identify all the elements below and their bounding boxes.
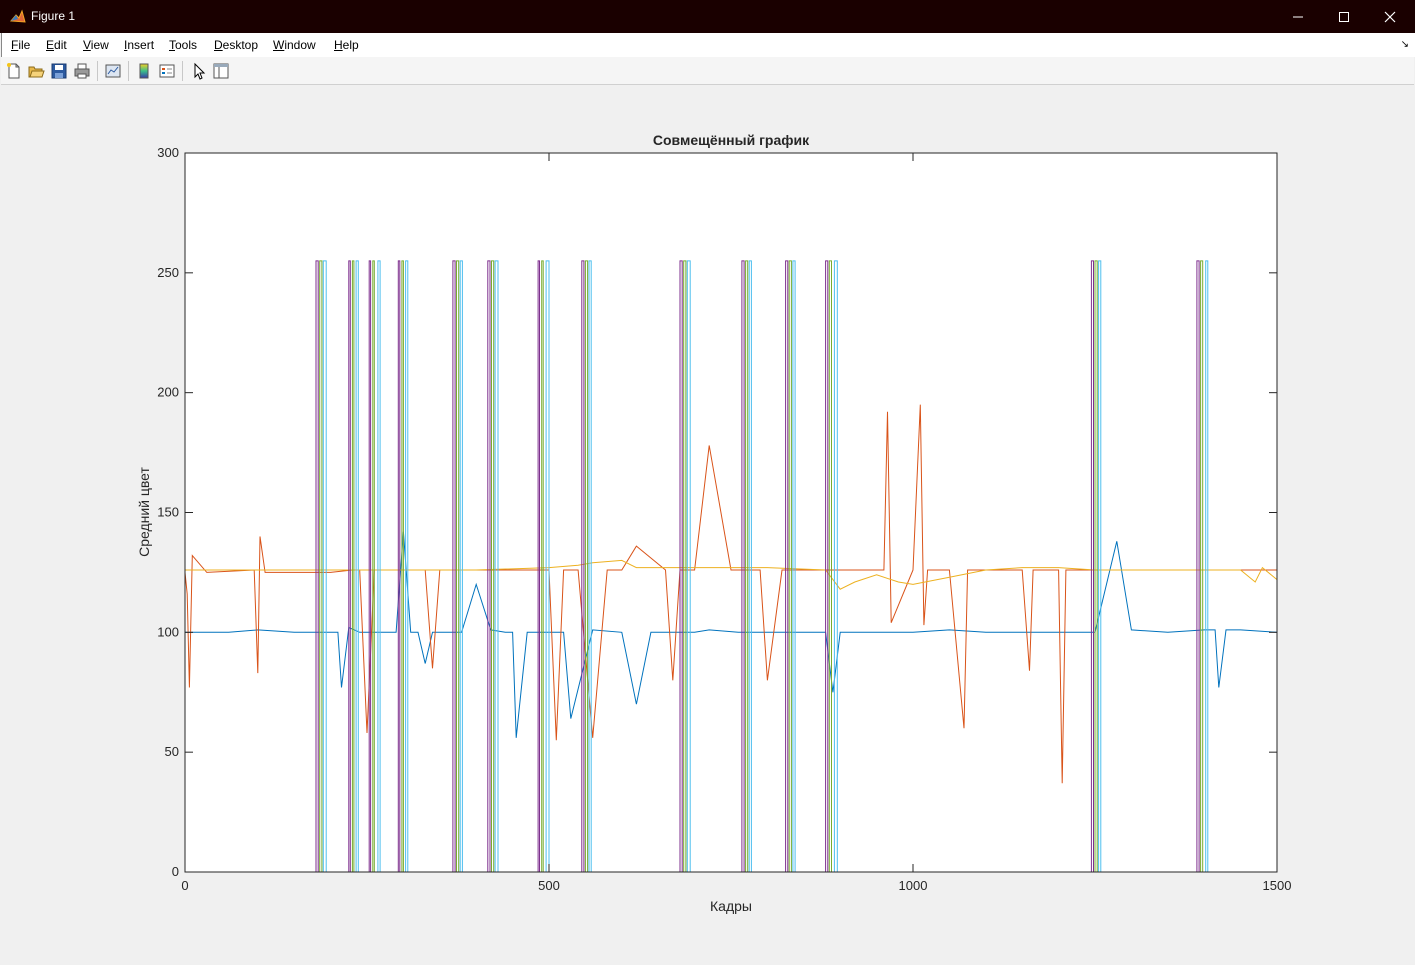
toolbar-separator — [182, 61, 183, 81]
menu-insert-rest: nsert — [127, 38, 155, 52]
toolbar-separator — [128, 61, 129, 81]
toolbar-separator — [97, 61, 98, 81]
menu-tools-rest: ools — [175, 38, 198, 52]
y-tick-label: 200 — [157, 385, 179, 400]
menu-window[interactable]: Window — [273, 38, 316, 52]
figure-toolbar — [1, 57, 1414, 85]
y-tick-label: 0 — [172, 864, 179, 879]
dock-arrow-icon[interactable]: ↘ — [1400, 39, 1409, 50]
series-line-3[interactable] — [185, 559, 1278, 590]
menu-insert[interactable]: Insert — [124, 38, 154, 52]
window-title: Figure 1 — [31, 9, 76, 23]
menu-tools[interactable]: Tools — [169, 38, 197, 52]
x-tick-label: 500 — [538, 878, 560, 893]
menu-file-key: F — [11, 38, 19, 52]
x-tick-label: 1500 — [1263, 878, 1292, 893]
menu-edit-key: E — [46, 38, 55, 52]
series-line-2[interactable] — [184, 404, 1277, 784]
y-tick-label: 250 — [157, 265, 179, 280]
menu-edit-rest: dit — [54, 38, 67, 52]
y-tick-label: 50 — [165, 744, 179, 759]
menu-edit[interactable]: Edit — [46, 38, 67, 52]
print-icon[interactable] — [73, 62, 91, 80]
menu-view-rest: iew — [90, 38, 109, 52]
maximize-icon — [1339, 11, 1349, 22]
x-tick-label: 1000 — [899, 878, 928, 893]
menu-help-rest: elp — [342, 38, 359, 52]
x-axis-label: Кадры — [710, 898, 752, 914]
matlab-icon — [10, 9, 26, 23]
maximize-button[interactable] — [1321, 0, 1367, 33]
y-axis-label: Средний цвет — [136, 466, 152, 556]
insert-legend-icon[interactable] — [158, 62, 176, 80]
x-tick-label: 0 — [181, 878, 188, 893]
y-tick-label: 300 — [157, 145, 179, 160]
menu-view-key: V — [83, 38, 91, 52]
menu-view[interactable]: View — [83, 38, 109, 52]
menu-window-key: W — [273, 38, 285, 52]
edit-plot-icon[interactable] — [190, 62, 208, 80]
close-icon — [1384, 11, 1396, 22]
y-tick-label: 150 — [157, 505, 179, 520]
open-file-icon[interactable] — [27, 62, 45, 80]
menu-help[interactable]: Help — [334, 38, 359, 52]
title-bar[interactable]: Figure 1 — [0, 0, 1415, 33]
menu-window-rest: indow — [284, 38, 316, 52]
tick-layer: 0 500 1000 1500 0 50 100 150 200 250 300 — [157, 145, 1291, 893]
menu-file[interactable]: File — [11, 38, 30, 52]
menu-desktop-rest: esktop — [222, 38, 259, 52]
menu-desktop[interactable]: Desktop — [214, 38, 258, 52]
menu-help-key: H — [334, 38, 343, 52]
save-icon[interactable] — [50, 62, 68, 80]
minimize-button[interactable] — [1275, 0, 1321, 33]
property-inspector-icon[interactable] — [212, 62, 230, 80]
chart-title: Совмещённый график — [653, 132, 810, 148]
menu-insert-key: I — [124, 38, 128, 52]
minimize-icon — [1293, 16, 1303, 17]
menu-file-rest: ile — [18, 38, 31, 52]
link-plot-icon[interactable] — [104, 62, 122, 80]
menu-tools-key: T — [169, 38, 175, 52]
insert-colorbar-icon[interactable] — [135, 62, 153, 80]
close-button[interactable] — [1367, 0, 1413, 33]
line-chart[interactable]: 0 500 1000 1500 0 50 100 150 200 250 300 Совмещённ… — [1, 85, 1414, 965]
y-tick-label: 100 — [157, 624, 179, 639]
menu-desktop-key: D — [214, 38, 223, 52]
new-figure-icon[interactable] — [5, 62, 23, 80]
menu-bar: File Edit View Insert Tools Desktop Wind… — [1, 33, 1415, 57]
figure-canvas: 0 500 1000 1500 0 50 100 150 200 250 300 Совмещённ… — [1, 85, 1414, 965]
